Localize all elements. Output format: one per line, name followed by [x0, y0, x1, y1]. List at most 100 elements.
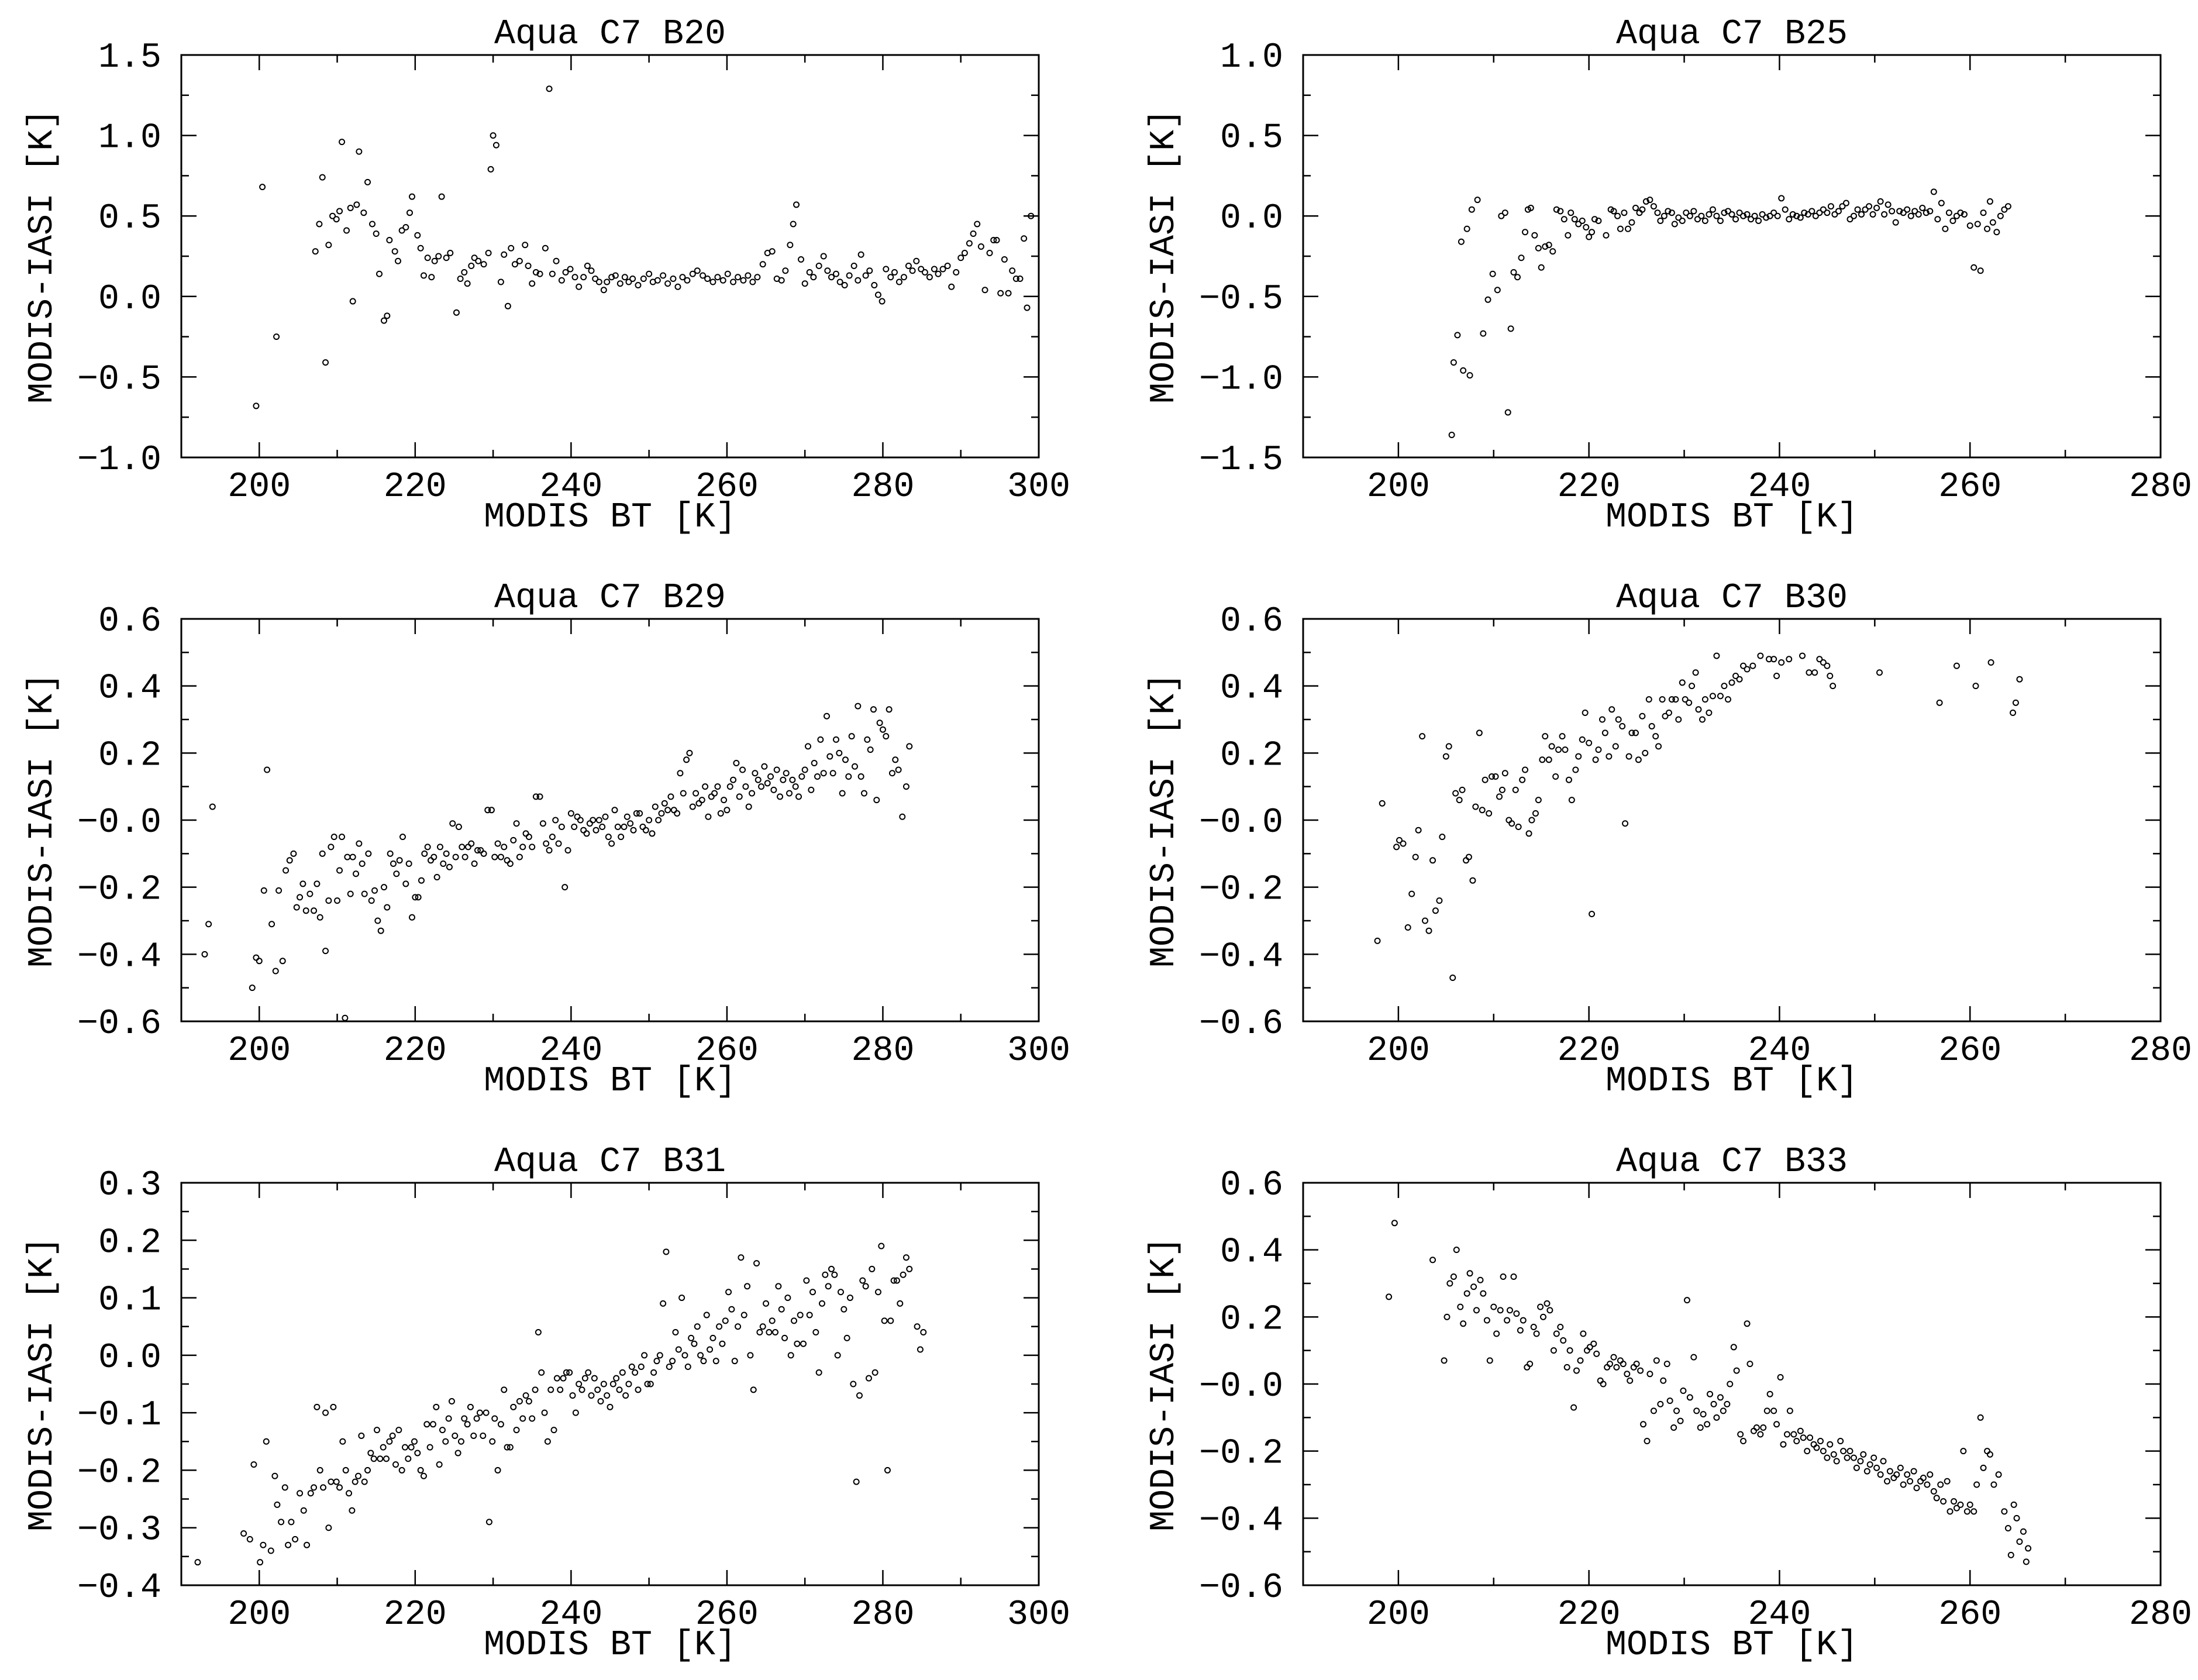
data-point: [1701, 217, 1708, 224]
data-point: [592, 276, 599, 283]
data-point: [1497, 1307, 1504, 1314]
data-point: [672, 1329, 679, 1336]
data-point: [1963, 1508, 1970, 1515]
data-point: [1866, 1461, 1873, 1468]
data-point: [1571, 216, 1578, 223]
data-point: [529, 1415, 536, 1422]
data-point: [597, 1397, 604, 1404]
data-point: [839, 790, 846, 797]
data-point: [1595, 217, 1602, 224]
y-tick-label: 0.2: [98, 1223, 161, 1263]
data-point: [1700, 1411, 1707, 1418]
y-tick-label: 0.4: [1220, 1233, 1283, 1273]
data-point: [869, 1265, 876, 1272]
data-point: [594, 1386, 601, 1393]
data-point: [1635, 756, 1642, 763]
data-point: [2016, 1538, 2023, 1545]
data-point: [1842, 199, 1849, 206]
data-point: [376, 270, 383, 277]
data-point: [745, 803, 752, 810]
data-point: [1930, 188, 1937, 195]
data-point: [1419, 733, 1426, 740]
data-point: [895, 278, 902, 285]
data-point: [704, 276, 711, 283]
data-point: [1546, 1307, 1553, 1314]
data-point: [491, 1415, 498, 1422]
data-point: [260, 887, 267, 894]
data-point: [791, 1317, 798, 1324]
data-point: [1606, 753, 1613, 760]
chart-panel: Aqua C7 B33 200 220 240 260 280 −0.6 −0.4 −0.2 −0…: [1145, 1142, 2192, 1665]
data-point: [688, 1334, 695, 1341]
data-point: [866, 267, 873, 274]
data-point: [1510, 1273, 1517, 1280]
data-point: [828, 1265, 835, 1272]
data-point: [471, 254, 478, 261]
x-tick-label: 260: [695, 1031, 759, 1071]
data-point: [590, 817, 597, 824]
data-point: [1559, 733, 1566, 740]
data-point: [1790, 1431, 1797, 1438]
data-point: [313, 880, 321, 887]
data-point: [1650, 203, 1657, 210]
data-point: [709, 278, 716, 285]
data-point: [1568, 797, 1575, 804]
data-point: [1881, 211, 1888, 218]
x-tick-label: 200: [228, 1595, 291, 1635]
data-point: [740, 277, 747, 284]
data-point: [1857, 1458, 1864, 1465]
data-point: [1675, 716, 1682, 723]
data-point: [405, 860, 412, 867]
data-point: [1627, 1377, 1634, 1384]
data-point: [402, 223, 409, 230]
data-point: [1911, 208, 1918, 215]
data-point: [1683, 1297, 1690, 1304]
data-point: [349, 853, 356, 860]
data-point: [1663, 1361, 1670, 1368]
data-point: [585, 1369, 592, 1376]
data-point: [1986, 1451, 1993, 1458]
data-point: [636, 810, 643, 817]
data-point: [609, 1381, 616, 1388]
data-point: [1660, 1377, 1667, 1384]
data-point: [1927, 208, 1934, 215]
y-tick-label: −0.4: [1199, 1501, 1283, 1541]
data-point: [473, 1415, 480, 1422]
data-point: [268, 921, 275, 928]
data-point: [1671, 221, 1678, 228]
data-point: [1498, 212, 1505, 219]
data-point: [525, 263, 532, 270]
data-point: [302, 907, 309, 914]
data-point: [1400, 840, 1407, 847]
data-point: [691, 1340, 698, 1347]
x-tick-label: 300: [1007, 1031, 1070, 1071]
data-point: [879, 726, 886, 733]
data-point: [621, 823, 628, 830]
data-point: [1900, 1481, 1907, 1488]
y-tick-label: 0.6: [1220, 602, 1283, 642]
data-point: [1773, 672, 1780, 679]
data-point: [421, 850, 428, 857]
x-tick-label: 220: [1558, 467, 1621, 507]
data-point: [553, 257, 560, 264]
data-point: [1824, 209, 1831, 216]
data-point: [733, 760, 740, 767]
data-point: [1896, 208, 1903, 215]
data-point: [532, 793, 539, 800]
data-point: [1480, 1290, 1487, 1297]
data-point: [670, 276, 677, 283]
data-point: [563, 1369, 570, 1376]
data-point: [1421, 917, 1428, 924]
data-point: [891, 269, 898, 276]
data-point: [769, 248, 776, 255]
data-point: [325, 1524, 332, 1531]
data-point: [1480, 330, 1487, 337]
data-point: [1648, 722, 1655, 729]
data-point: [1507, 325, 1514, 332]
data-point: [778, 1306, 785, 1313]
data-point: [328, 844, 335, 851]
data-point: [870, 706, 877, 713]
data-point: [1374, 937, 1381, 944]
data-point: [1450, 1273, 1457, 1280]
data-point: [629, 276, 636, 283]
